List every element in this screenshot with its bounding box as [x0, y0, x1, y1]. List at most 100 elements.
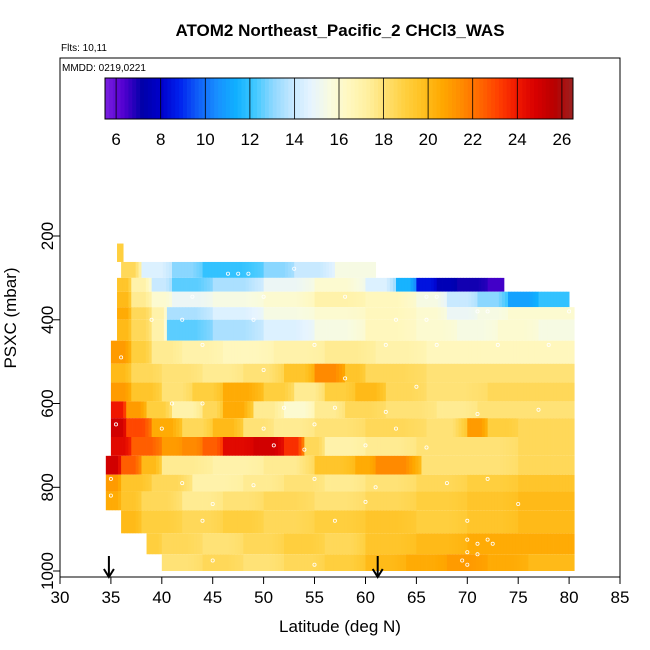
- heat-cell: [550, 533, 554, 555]
- heat-cell: [500, 401, 505, 419]
- heat-cell: [541, 455, 546, 475]
- heat-cell: [527, 455, 531, 475]
- heat-cell: [257, 554, 262, 571]
- heat-cell: [142, 277, 147, 292]
- heat-cell: [190, 437, 195, 456]
- heat-cell: [152, 401, 157, 419]
- colorbar-cell: [249, 78, 254, 119]
- heat-cell: [549, 554, 554, 571]
- heat-cell: [114, 474, 119, 492]
- heat-cell: [138, 510, 142, 534]
- heat-cell: [254, 474, 259, 492]
- heat-cell: [471, 307, 475, 320]
- heat-cell: [404, 277, 409, 292]
- heat-cell: [294, 261, 298, 278]
- heat-cell: [176, 307, 180, 320]
- heat-cell: [317, 510, 321, 534]
- heat-cell: [143, 363, 147, 383]
- heat-cell: [362, 307, 366, 320]
- heat-cell: [153, 261, 158, 278]
- heat-cell: [186, 474, 190, 492]
- heat-cell: [228, 533, 233, 555]
- heat-cell: [176, 554, 180, 571]
- heat-cell: [409, 382, 413, 402]
- heat-cell: [266, 261, 271, 278]
- heat-cell: [185, 533, 189, 555]
- heat-cell: [236, 291, 241, 308]
- heat-cell: [513, 554, 518, 571]
- heat-cell: [263, 491, 268, 511]
- heat-cell: [290, 401, 294, 419]
- heat-cell: [134, 277, 138, 292]
- heat-cell: [169, 418, 174, 437]
- heat-cell: [305, 261, 310, 278]
- heat-cell: [263, 533, 267, 555]
- heat-cell: [225, 474, 229, 492]
- heat-cell: [124, 455, 128, 475]
- heat-cell: [474, 291, 478, 308]
- heat-cell: [550, 319, 554, 341]
- sample-point: [281, 405, 286, 410]
- heat-cell: [151, 277, 155, 292]
- heat-cell: [364, 382, 368, 402]
- heat-cell: [568, 382, 572, 402]
- heat-cell: [320, 291, 324, 308]
- heat-cell: [199, 261, 203, 278]
- heat-cell: [146, 437, 150, 456]
- heat-cell: [515, 510, 519, 534]
- heat-cell: [438, 363, 443, 383]
- heat-cell: [260, 474, 265, 492]
- heat-cell: [316, 533, 320, 555]
- heat-cell: [336, 554, 340, 571]
- heat-cell: [169, 307, 174, 320]
- heat-cell: [151, 291, 155, 308]
- colorbar-cell: [389, 78, 394, 119]
- colorbar-tick-label: 22: [463, 130, 482, 149]
- x-tick-label: 85: [611, 588, 630, 607]
- heat-cell: [342, 554, 346, 571]
- heat-cell: [374, 554, 378, 571]
- heat-cell: [342, 363, 346, 383]
- heat-cell: [470, 437, 474, 456]
- sample-point: [495, 342, 500, 347]
- heat-cell: [314, 418, 318, 437]
- heat-cell: [361, 261, 365, 278]
- heat-cell: [214, 510, 218, 534]
- heat-cell: [412, 382, 416, 402]
- heat-cell: [308, 510, 312, 534]
- heat-cell: [471, 319, 475, 341]
- heat-cell: [371, 554, 375, 571]
- heat-cell: [538, 474, 543, 492]
- heat-cell: [371, 474, 375, 492]
- heat-cell: [160, 277, 164, 292]
- heat-cell: [473, 437, 477, 456]
- heat-cell: [436, 319, 441, 341]
- heat-cell: [464, 437, 468, 456]
- heat-cell: [527, 418, 531, 437]
- heat-cell: [284, 401, 288, 419]
- heat-cell: [487, 418, 492, 437]
- heat-cell: [446, 418, 451, 437]
- heat-cell: [515, 401, 519, 419]
- heat-cell: [253, 437, 257, 456]
- heat-cell: [396, 363, 400, 383]
- heat-cell: [571, 382, 575, 402]
- heat-cell: [461, 474, 465, 492]
- heat-cell: [290, 319, 294, 341]
- heat-cell: [211, 510, 215, 534]
- heat-cell: [150, 455, 154, 475]
- heat-cell: [330, 533, 334, 555]
- heat-cell: [299, 510, 303, 534]
- heat-cell: [201, 277, 205, 292]
- heat-cell: [293, 363, 297, 383]
- heat-cell: [345, 363, 349, 383]
- heat-cell: [409, 401, 414, 419]
- heat-cell: [131, 340, 135, 364]
- heat-cell: [437, 533, 441, 555]
- heat-cell: [182, 340, 186, 364]
- heat-cell: [386, 307, 390, 320]
- heat-cell: [164, 491, 169, 511]
- heat-cell: [308, 319, 312, 341]
- heat-cell: [515, 533, 519, 555]
- heat-cell: [362, 533, 366, 555]
